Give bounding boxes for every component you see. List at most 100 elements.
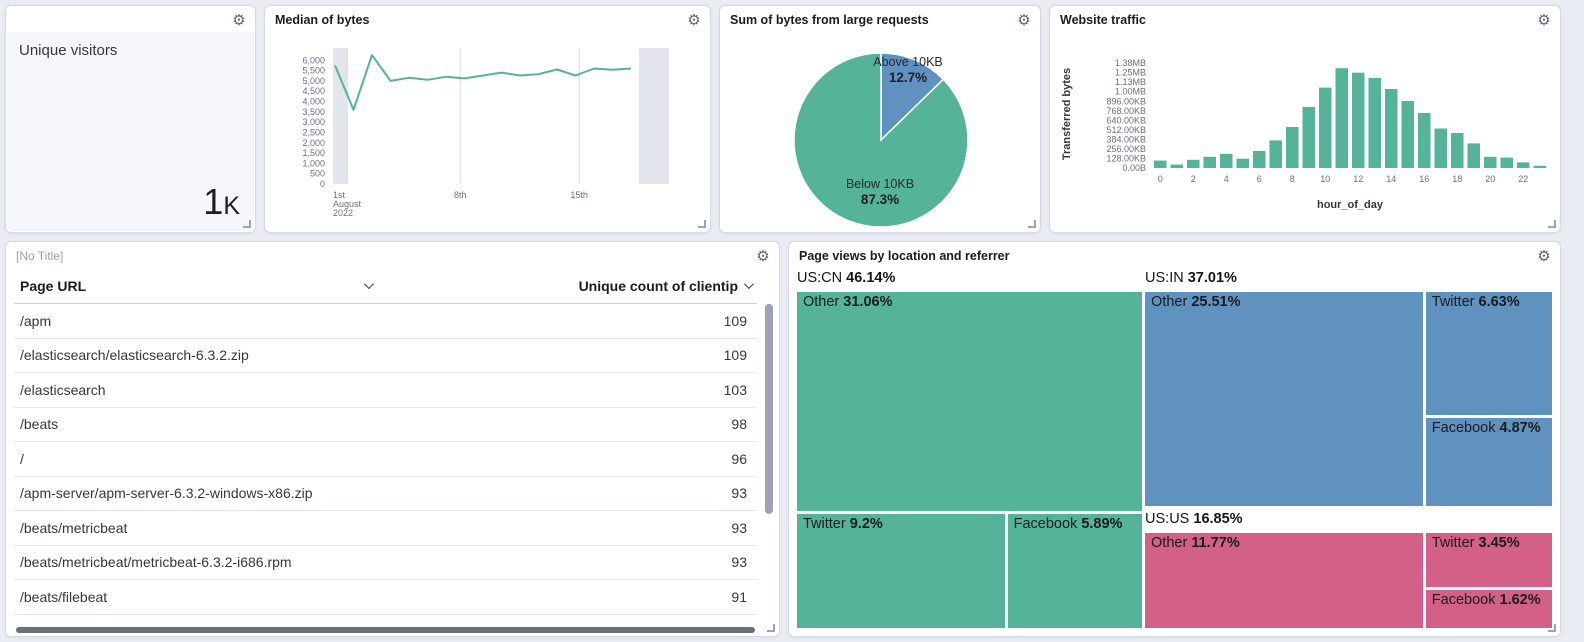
group-pct: 37.01%	[1187, 270, 1237, 286]
resize-handle-icon[interactable]	[1548, 624, 1556, 632]
column-header-unique-count[interactable]: Unique count of clientip	[377, 278, 757, 294]
bar[interactable]	[1385, 89, 1398, 168]
page-url-cell: /elasticsearch	[20, 381, 106, 398]
page-url-cell: /apm-server/apm-server-6.3.2-windows-x86…	[20, 485, 313, 502]
bar[interactable]	[1203, 156, 1217, 168]
bar[interactable]	[1484, 156, 1497, 168]
count-cell: 96	[731, 450, 747, 467]
group-pct: 46.14%	[846, 270, 896, 286]
cell-label: Twitter	[1431, 534, 1475, 551]
bar[interactable]	[1269, 140, 1283, 168]
panel-settings-button[interactable]: ⚙	[1531, 245, 1557, 269]
treemap-group-header: US:IN 37.01%	[1145, 268, 1552, 289]
x-tick-label: 15th	[570, 190, 588, 200]
bar[interactable]	[1451, 133, 1464, 168]
x-tick-label: 8th	[454, 190, 467, 200]
y-tick-label: 896.00KB	[1106, 96, 1146, 106]
bar[interactable]	[1352, 72, 1365, 168]
treemap-cell-us-cn-twitter[interactable]: Twitter 9.2%	[797, 513, 1005, 628]
bar[interactable]	[1500, 157, 1514, 168]
group-pct: 16.85%	[1193, 510, 1243, 527]
y-tick-label: 6,000	[302, 55, 325, 65]
median-of-bytes-chart[interactable]: 05001,0001,5002,0002,5003,0003,5004,0004…	[265, 28, 711, 232]
pie-slice-label: Below 10KB	[846, 177, 914, 191]
panel-settings-button[interactable]: ⚙	[1531, 9, 1557, 33]
gear-icon: ⚙	[687, 12, 701, 29]
chevron-down-icon[interactable]	[743, 279, 754, 290]
treemap-cell-us-us-facebook[interactable]: Facebook 1.62%	[1425, 590, 1552, 628]
y-tick-label: 3,500	[302, 107, 325, 117]
resize-handle-icon[interactable]	[698, 220, 706, 228]
cell-pct: 11.77%	[1191, 534, 1240, 551]
bar[interactable]	[1220, 153, 1233, 168]
bar[interactable]	[1236, 158, 1250, 168]
page-url-cell: /	[20, 450, 24, 467]
chevron-down-icon[interactable]	[363, 279, 374, 290]
treemap-cell-us-us-other[interactable]: Other 11.77%	[1145, 532, 1423, 628]
treemap-cell-us-in-facebook[interactable]: Facebook 4.87%	[1425, 418, 1552, 506]
treemap-cell-us-us-twitter[interactable]: Twitter 3.45%	[1425, 532, 1552, 588]
scrollbar-thumb[interactable]	[16, 627, 755, 633]
bar[interactable]	[1170, 164, 1184, 168]
bar[interactable]	[1319, 87, 1332, 168]
x-tick-label: 12	[1353, 174, 1363, 184]
treemap-group-header: US:CN 46.14%	[797, 268, 1142, 289]
column-header-page-url[interactable]: Page URL	[14, 278, 377, 294]
page-url-cell: /beats/filebeat	[20, 588, 108, 605]
horizontal-scrollbar[interactable]	[14, 627, 757, 633]
x-tick-label: 6	[1257, 174, 1262, 184]
treemap-cell-us-cn-facebook[interactable]: Facebook 5.89%	[1007, 513, 1143, 628]
panel-settings-button[interactable]: ⚙	[1011, 9, 1037, 33]
page-url-cell: /beats/metricbeat/metricbeat-6.3.2-i686.…	[20, 554, 292, 571]
pie-slice[interactable]	[793, 52, 969, 228]
bar[interactable]	[1253, 150, 1266, 168]
treemap-cell-us-cn-other[interactable]: Other 31.06%	[797, 292, 1143, 511]
bar[interactable]	[1286, 127, 1299, 168]
bar[interactable]	[1368, 77, 1382, 168]
page-url-cell: /apm	[20, 312, 52, 329]
resize-handle-icon[interactable]	[767, 624, 775, 632]
count-cell: 93	[731, 519, 747, 536]
metric-value: 1 K	[203, 181, 240, 223]
bar[interactable]	[1335, 68, 1349, 168]
x-tick-label: 16	[1419, 174, 1429, 184]
count-cell: 98	[731, 416, 747, 433]
panel-settings-button[interactable]: ⚙	[226, 9, 252, 33]
website-traffic-chart[interactable]: 0.00B128.00KB256.00KB384.00KB512.00KB640…	[1050, 28, 1560, 232]
panel-settings-button[interactable]: ⚙	[681, 9, 707, 33]
treemap-cell-us-in-twitter[interactable]: Twitter 6.63%	[1425, 292, 1552, 416]
table-row: /apm-server/apm-server-6.3.2-windows-x86…	[14, 477, 757, 511]
treemap-group-us-us: Other 11.77% Twitter 3.45% Facebook 1.62…	[1145, 532, 1552, 628]
pie-slice[interactable]	[880, 52, 945, 142]
bar[interactable]	[1187, 159, 1200, 168]
table-body: /apm 109/elasticsearch/elasticsearch-6.3.…	[14, 304, 757, 615]
scrollbar-thumb[interactable]	[765, 304, 773, 514]
cell-pct: 25.51%	[1191, 294, 1241, 310]
y-tick-label: 4,000	[302, 97, 325, 107]
vertical-scrollbar[interactable]	[765, 270, 773, 620]
bar[interactable]	[1434, 128, 1448, 169]
bar[interactable]	[1401, 101, 1415, 168]
metric-body: Unique visitors 1 K	[7, 32, 254, 231]
metric-label: Unique visitors	[19, 42, 118, 59]
y-tick-label: 128.00KB	[1106, 153, 1146, 163]
bar[interactable]	[1533, 165, 1547, 168]
y-tick-label: 2,500	[302, 127, 325, 137]
treemap-cell-us-in-other[interactable]: Other 25.51%	[1145, 292, 1423, 506]
bar[interactable]	[1517, 162, 1530, 168]
panel-page-views-treemap: Page views by location and referrer ⚙ US…	[788, 241, 1561, 637]
bar[interactable]	[1154, 160, 1167, 168]
x-tick-label: 22	[1518, 174, 1528, 184]
y-tick-label: 1.25MB	[1115, 68, 1146, 78]
bar[interactable]	[1418, 112, 1431, 168]
resize-handle-icon[interactable]	[1028, 220, 1036, 228]
x-tick-label: 20	[1485, 174, 1495, 184]
gear-icon: ⚙	[756, 248, 770, 265]
line-series[interactable]	[334, 54, 632, 111]
resize-handle-icon[interactable]	[243, 220, 251, 228]
bar[interactable]	[1302, 106, 1316, 168]
resize-handle-icon[interactable]	[1548, 220, 1556, 228]
bar[interactable]	[1467, 143, 1481, 168]
panel-settings-button[interactable]: ⚙	[750, 245, 776, 269]
